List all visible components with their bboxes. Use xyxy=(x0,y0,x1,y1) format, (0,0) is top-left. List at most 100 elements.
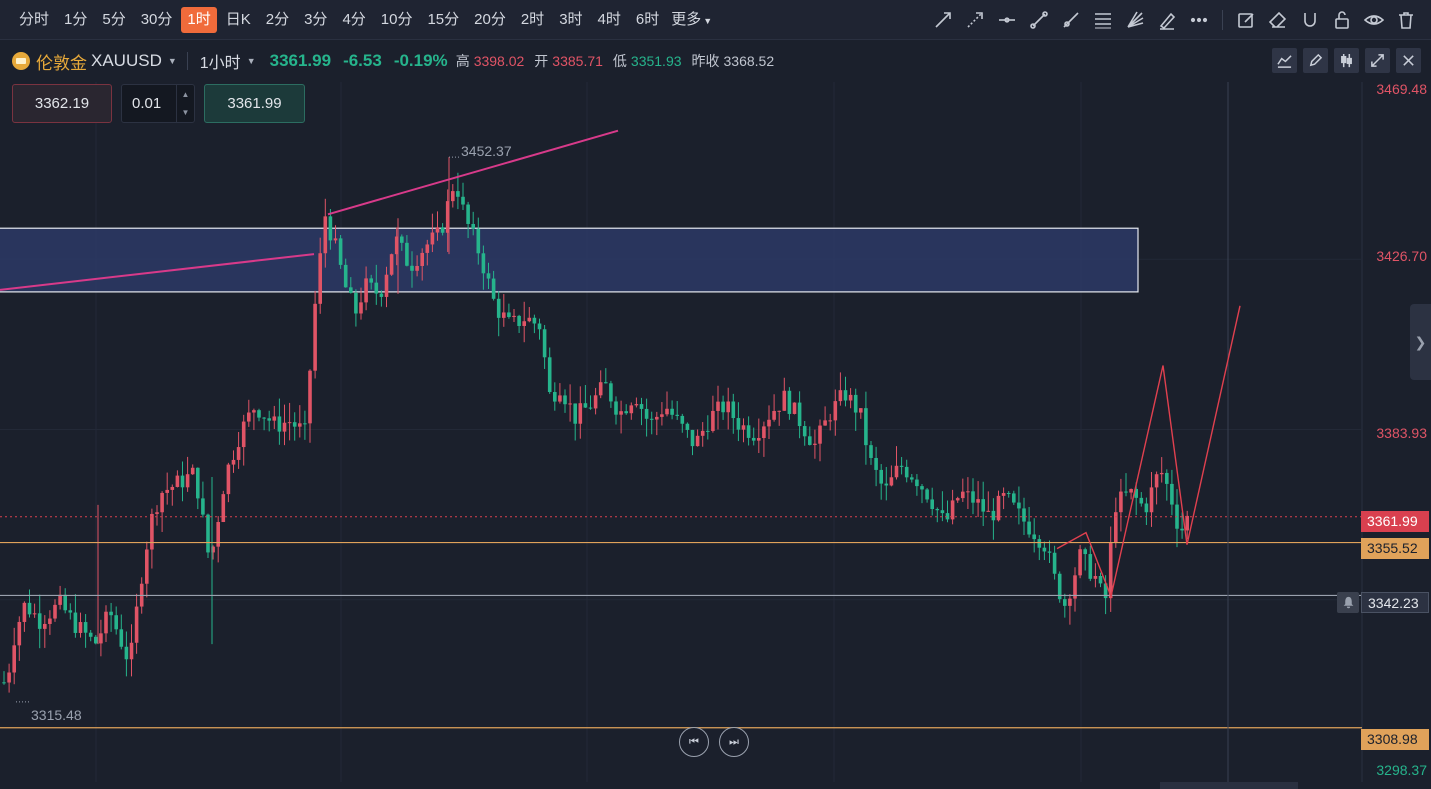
candle-body xyxy=(231,459,236,465)
candle-body xyxy=(1017,502,1021,509)
symbol-name[interactable]: 伦敦金 xyxy=(36,53,87,73)
alert-bell-icon[interactable] xyxy=(1337,592,1359,613)
buy-price-button[interactable]: 3361.99 xyxy=(204,84,305,123)
edit-icon[interactable] xyxy=(1233,7,1259,33)
more-timeframes-button[interactable]: 更多 ▼ xyxy=(665,7,718,33)
horizontal-line-icon[interactable] xyxy=(994,7,1020,33)
candle-body xyxy=(782,390,787,411)
candle-body xyxy=(1124,491,1128,493)
indicator-icon[interactable] xyxy=(1272,48,1297,73)
more-dots-icon[interactable] xyxy=(1186,7,1212,33)
symbol-dropdown-icon[interactable]: ▼ xyxy=(167,56,177,66)
candle-body xyxy=(1012,493,1016,503)
candle-body xyxy=(1037,539,1042,548)
candle-body xyxy=(1139,497,1144,504)
timeframe-tab[interactable]: 20分 xyxy=(474,10,506,28)
close-icon[interactable] xyxy=(1396,48,1421,73)
candle-body xyxy=(1042,547,1047,552)
candle-body xyxy=(792,402,797,414)
candle-body xyxy=(1129,488,1133,493)
candle-body xyxy=(481,253,486,274)
candle-body xyxy=(124,646,129,660)
pencil-icon[interactable] xyxy=(1303,48,1328,73)
chevron-down-icon[interactable]: ▼ xyxy=(181,108,190,118)
candle-body xyxy=(384,274,389,297)
candle-body xyxy=(690,429,695,447)
fibonacci-icon[interactable] xyxy=(1090,7,1116,33)
candle-body xyxy=(853,394,858,413)
timeframe-tab[interactable]: 4时 xyxy=(597,10,621,28)
timeframe-tab[interactable]: 分时 xyxy=(19,10,50,28)
quantity-input[interactable]: 0.01 ▲ ▼ xyxy=(121,84,195,123)
timeframe-tab[interactable]: 日K xyxy=(225,10,251,28)
candle-body xyxy=(894,465,899,478)
candle-body xyxy=(527,317,532,322)
skip-back-button[interactable]: ⏮ xyxy=(679,727,709,757)
eraser-icon[interactable] xyxy=(1265,7,1291,33)
candle-body xyxy=(374,282,379,294)
caret-down-icon: ▼ xyxy=(703,15,713,26)
sell-price-button[interactable]: 3362.19 xyxy=(12,84,112,123)
candle-body xyxy=(1068,598,1072,606)
timeframe-tab[interactable]: 1时 xyxy=(181,6,217,33)
candle-body xyxy=(930,499,934,510)
timeframe-tab[interactable]: 15分 xyxy=(427,10,460,28)
skip-forward-button[interactable]: ⏭ xyxy=(719,727,749,757)
candle-body xyxy=(976,499,980,503)
timeframe-tab[interactable]: 6时 xyxy=(635,10,660,28)
more-label: 更多 xyxy=(671,10,702,28)
candles-icon[interactable] xyxy=(1334,48,1359,73)
interval-selector[interactable]: 1小时 xyxy=(199,55,241,72)
magnet-icon[interactable] xyxy=(1297,7,1323,33)
candle-body xyxy=(889,477,894,486)
chevron-up-icon[interactable]: ▲ xyxy=(181,89,190,99)
timeframe-tab[interactable]: 3分 xyxy=(304,10,328,28)
arrow-line-icon[interactable] xyxy=(930,7,956,33)
unlock-icon[interactable] xyxy=(1329,7,1355,33)
trash-icon[interactable] xyxy=(1393,7,1419,33)
quantity-stepper[interactable]: ▲ ▼ xyxy=(176,85,194,122)
candle-body xyxy=(226,464,231,495)
candle-body xyxy=(711,410,715,431)
level-tag-3308[interactable]: 3308.98 xyxy=(1361,729,1429,750)
timeframe-tab[interactable]: 3时 xyxy=(559,10,583,28)
timeframe-tab[interactable]: 5分 xyxy=(102,10,126,28)
candle-body xyxy=(716,401,720,411)
timeframe-tab[interactable]: 10分 xyxy=(380,10,413,28)
eye-icon[interactable] xyxy=(1361,7,1387,33)
candle-body xyxy=(558,395,562,402)
brush-icon[interactable] xyxy=(1154,7,1180,33)
fan-icon[interactable] xyxy=(1122,7,1148,33)
timeframe-tab[interactable]: 30分 xyxy=(140,10,173,28)
level-tag-3342[interactable]: 3342.23 xyxy=(1361,592,1429,613)
candle-body xyxy=(553,392,557,402)
candle-body xyxy=(614,401,618,415)
candle-body xyxy=(32,613,37,615)
candle-body xyxy=(313,303,317,371)
candle-body xyxy=(175,475,180,487)
timeframe-tab[interactable]: 2分 xyxy=(265,10,290,28)
dashed-arrow-icon[interactable] xyxy=(962,7,988,33)
candle-body xyxy=(410,265,414,271)
candle-body xyxy=(1032,534,1036,540)
fullscreen-icon[interactable] xyxy=(1365,48,1390,73)
candle-body xyxy=(420,252,424,266)
candle-body xyxy=(532,317,537,324)
candlestick-chart[interactable] xyxy=(0,82,1431,789)
trend-segment-icon[interactable] xyxy=(1026,7,1052,33)
symbol-code[interactable]: XAUUSD xyxy=(91,51,162,70)
level-tag-3355[interactable]: 3355.52 xyxy=(1361,538,1429,559)
timeframe-tab[interactable]: 2时 xyxy=(520,10,545,28)
candle-body xyxy=(981,499,985,512)
interval-dropdown-icon[interactable]: ▼ xyxy=(246,56,256,66)
ray-icon[interactable] xyxy=(1058,7,1084,33)
expand-panel-handle[interactable]: ❯ xyxy=(1410,304,1431,380)
candle-body xyxy=(318,253,322,304)
candle-body xyxy=(675,414,679,416)
timeframe-tab[interactable]: 1分 xyxy=(64,10,88,28)
candle-body xyxy=(649,418,654,420)
candle-body xyxy=(925,489,929,500)
candle-body xyxy=(430,232,435,245)
candle-body xyxy=(644,408,649,419)
timeframe-tab[interactable]: 4分 xyxy=(342,10,366,28)
